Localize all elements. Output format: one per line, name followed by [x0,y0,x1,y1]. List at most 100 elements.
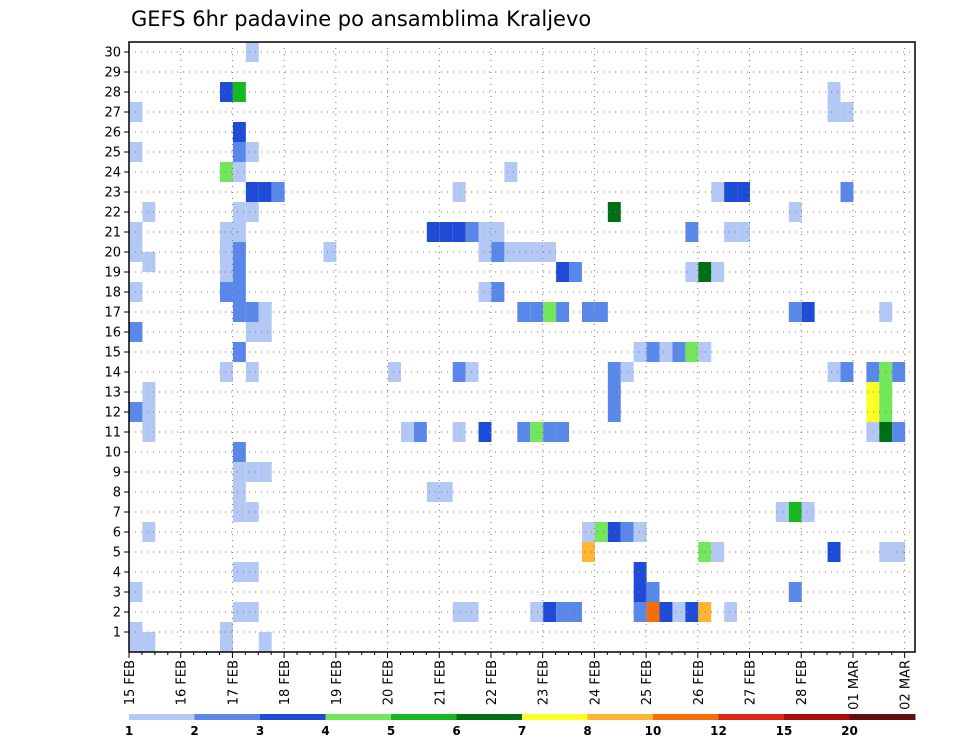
ensemble-cell [633,342,647,362]
ensemble-cell [724,602,738,622]
ensemble-cell [232,502,246,522]
ensemble-cell [892,542,906,562]
ensemble-cells [129,42,906,652]
ensemble-cell [258,302,272,322]
ensemble-cell [258,632,272,652]
ensemble-cell [698,262,712,282]
ensemble-cell [232,122,246,142]
y-tick-label: 7 [113,506,121,521]
colorbar-swatch [718,714,785,720]
ensemble-cell [232,202,246,222]
ensemble-cell [737,222,751,242]
ensemble-cell [685,342,699,362]
y-tick-label: 12 [104,406,121,421]
ensemble-cell [633,562,647,582]
ensemble-cell [827,82,841,102]
y-tick-label: 20 [104,246,121,261]
ensemble-cell [142,252,156,272]
colorbar-swatch [587,714,654,720]
ensemble-cell [232,602,246,622]
y-tick-label: 3 [113,586,121,601]
y-tick-label: 29 [104,66,121,81]
colorbar-label: 4 [321,724,329,738]
ensemble-cell [594,522,608,542]
colorbar-label: 8 [583,724,591,738]
ensemble-cell [245,142,259,162]
ensemble-cell [232,342,246,362]
colorbar-label: 12 [710,724,727,738]
ensemble-cell [866,382,880,402]
ensemble-cell [232,282,246,302]
ensemble-cell [426,482,440,502]
ensemble-cell [232,262,246,282]
x-tick-label: 23 FEB [537,660,552,705]
ensemble-cell [504,242,518,262]
ensemble-cell [724,222,738,242]
ensemble-cell [724,182,738,202]
colorbar-label: 15 [776,724,793,738]
ensemble-cell [646,602,660,622]
x-tick-label: 15 FEB [123,660,138,705]
ensemble-cell [801,502,815,522]
colorbar-label: 2 [190,724,198,738]
ensemble-cell [478,282,492,302]
ensemble-cell [866,422,880,442]
y-tick-label: 11 [104,426,121,441]
ensemble-cell [556,302,570,322]
ensemble-cell [219,282,233,302]
ensemble-cell [530,242,544,262]
colorbar-swatch [194,714,261,720]
x-tick-label: 16 FEB [175,660,190,705]
ensemble-cell [607,382,621,402]
ensemble-cell [232,82,246,102]
ensemble-cell [775,502,789,522]
ensemble-cell [245,602,259,622]
ensemble-cell [530,422,544,442]
x-tick-label: 22 FEB [485,660,500,705]
colorbar-label: 5 [387,724,395,738]
ensemble-cell [232,142,246,162]
ensemble-cell [142,202,156,222]
ensemble-cell [633,582,647,602]
y-tick-label: 25 [104,146,121,161]
ensemble-cell [245,182,259,202]
y-tick-label: 22 [104,206,121,221]
colorbar-label: 3 [256,724,264,738]
ensemble-cell [245,362,259,382]
ensemble-cell [245,562,259,582]
chart-title: GEFS 6hr padavine po ansamblima Kraljevo [131,7,591,31]
ensemble-cell [439,482,453,502]
colorbar-swatch [391,714,457,720]
ensemble-cell [607,362,621,382]
ensemble-cell [491,282,505,302]
ensemble-cell [892,422,906,442]
colorbar-label: 7 [518,724,526,738]
x-tick-label: 26 FEB [692,660,707,705]
y-axis: 1234567891011121314151617181920212223242… [104,46,129,641]
ensemble-cell [245,462,259,482]
colorbar-legend: 1 2 3 4 5 6 7 8 10 12 15 20 [125,714,916,738]
ensemble-cell [607,202,621,222]
ensemble-cell [219,222,233,242]
ensemble-cell [142,382,156,402]
ensemble-cell [556,262,570,282]
ensemble-cell [465,222,479,242]
ensemble-cell [607,402,621,422]
ensemble-cell [698,542,712,562]
y-tick-label: 4 [113,566,121,581]
ensemble-cell [245,502,259,522]
x-tick-label: 20 FEB [382,660,397,705]
ensemble-cell [607,522,621,542]
y-tick-label: 2 [113,606,121,621]
ensemble-cell [388,362,401,382]
ensemble-cell [633,522,647,542]
y-tick-label: 21 [104,226,121,241]
y-tick-label: 5 [113,546,121,561]
ensemble-cell [465,602,479,622]
y-tick-label: 27 [104,106,121,121]
ensemble-cell [866,362,880,382]
ensemble-cell [478,242,492,262]
ensemble-cell [232,242,246,262]
ensemble-cell [569,602,582,622]
ensemble-cell [142,522,156,542]
